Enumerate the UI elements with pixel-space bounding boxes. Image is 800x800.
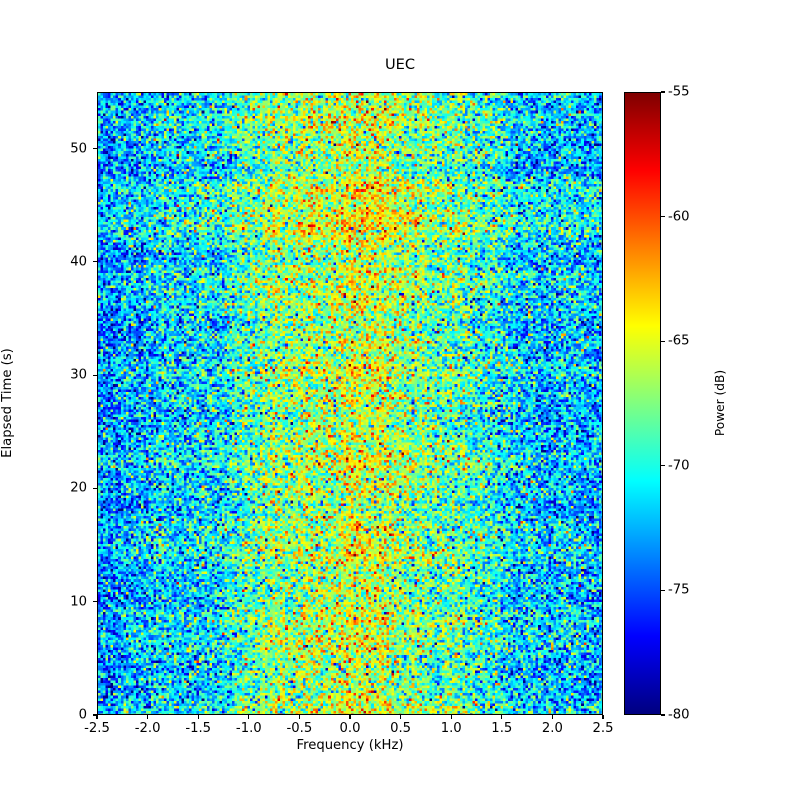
- y-tick-mark: [93, 261, 97, 263]
- x-tick-mark: [450, 715, 452, 719]
- spectrogram-plot-area: [97, 92, 603, 715]
- y-tick-label: 30: [70, 367, 87, 383]
- x-tick-mark: [349, 715, 351, 719]
- x-tick-mark: [248, 715, 250, 719]
- y-tick-mark: [93, 374, 97, 376]
- y-tick-label: 40: [70, 254, 87, 270]
- colorbar-tick-mark: [661, 465, 665, 467]
- x-tick-label: 1.0: [440, 721, 462, 736]
- colorbar-tick-label: -70: [668, 458, 690, 474]
- colorbar-tick-label: -65: [668, 333, 690, 349]
- x-tick-label: -0.5: [286, 721, 313, 736]
- y-tick-mark: [93, 714, 97, 716]
- y-tick-label: 0: [78, 707, 87, 723]
- x-tick-mark: [501, 715, 503, 719]
- x-tick-mark: [147, 715, 149, 719]
- x-tick-mark: [197, 715, 199, 719]
- x-tick-label: -1.5: [185, 721, 212, 736]
- x-tick-label: 1.5: [491, 721, 513, 736]
- x-tick-label: 0.5: [390, 721, 412, 736]
- y-tick-label: 50: [70, 141, 87, 157]
- y-tick-mark: [93, 148, 97, 150]
- colorbar-tick-label: -80: [668, 707, 690, 723]
- colorbar: [624, 92, 661, 715]
- colorbar-tick-mark: [661, 589, 665, 591]
- colorbar-tick-mark: [661, 340, 665, 342]
- x-tick-label: -2.0: [134, 721, 161, 736]
- spectrogram-image: [98, 93, 602, 714]
- x-tick-label: 2.5: [592, 721, 614, 736]
- x-tick-mark: [400, 715, 402, 719]
- x-axis-label: Frequency (kHz): [296, 738, 404, 753]
- colorbar-tick-mark: [661, 91, 665, 93]
- x-tick-label: -1.0: [235, 721, 262, 736]
- colorbar-tick-mark: [661, 714, 665, 716]
- colorbar-gradient: [625, 93, 660, 714]
- colorbar-tick-label: -60: [668, 209, 690, 225]
- y-tick-label: 20: [70, 480, 87, 496]
- y-axis-label: Elapsed Time (s): [0, 348, 15, 458]
- x-tick-label: 0.0: [339, 721, 361, 736]
- y-tick-label: 10: [70, 594, 87, 610]
- x-tick-label: 2.0: [541, 721, 563, 736]
- x-tick-mark: [602, 715, 604, 719]
- colorbar-label: Power (dB): [713, 369, 727, 437]
- colorbar-tick-label: -55: [668, 84, 690, 100]
- y-tick-mark: [93, 487, 97, 489]
- colorbar-tick-mark: [661, 216, 665, 218]
- x-tick-label: -2.5: [84, 721, 110, 736]
- x-tick-mark: [298, 715, 300, 719]
- title-line-station: UEC: [384, 56, 416, 73]
- y-tick-mark: [93, 601, 97, 603]
- x-tick-mark: [96, 715, 98, 719]
- x-tick-mark: [551, 715, 553, 719]
- colorbar-tick-label: -75: [668, 582, 690, 598]
